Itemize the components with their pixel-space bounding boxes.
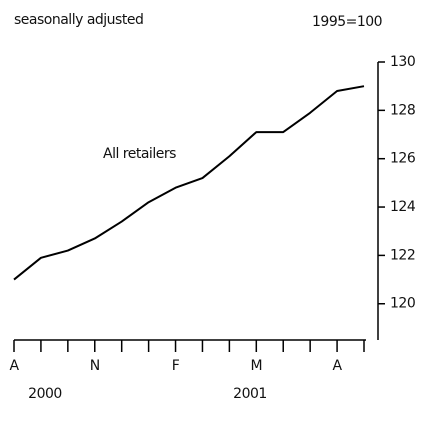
y-tick-label: 130 bbox=[390, 54, 415, 70]
y-tick-label: 122 bbox=[390, 247, 415, 263]
year-label: 2000 bbox=[28, 386, 62, 402]
series-line bbox=[13, 85, 365, 281]
x-tick-label: N bbox=[90, 358, 100, 374]
y-tick-label: 126 bbox=[390, 151, 416, 167]
unit-label: 1995=100 bbox=[312, 14, 382, 30]
x-tick-label: F bbox=[172, 358, 180, 374]
x-tick-label: A bbox=[333, 358, 343, 374]
y-tick-label: 128 bbox=[390, 102, 415, 118]
y-tick-label: 120 bbox=[390, 296, 415, 312]
y-tick-label: 124 bbox=[390, 199, 416, 215]
x-tick-label: A bbox=[9, 358, 19, 374]
chart-subtitle: seasonally adjusted bbox=[14, 12, 143, 28]
series-annotation: All retailers bbox=[103, 146, 176, 162]
year-label: 2001 bbox=[233, 386, 267, 402]
x-tick-label: M bbox=[251, 358, 263, 374]
